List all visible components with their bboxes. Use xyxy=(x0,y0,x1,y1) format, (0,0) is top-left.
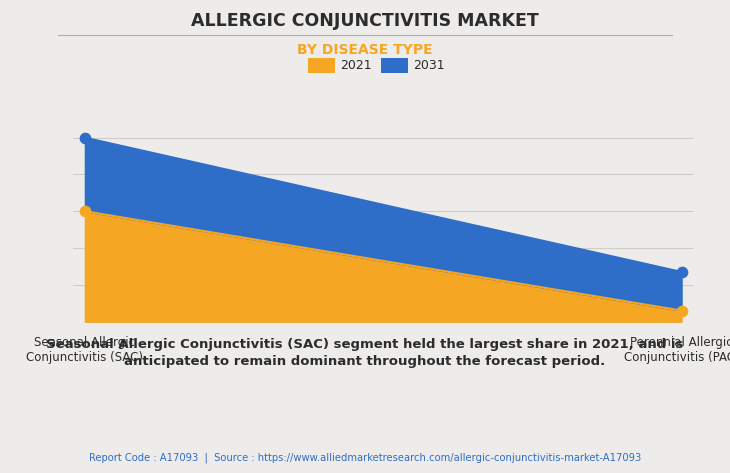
Text: 2021: 2021 xyxy=(340,59,372,72)
Text: 2031: 2031 xyxy=(413,59,445,72)
Text: ALLERGIC CONJUNCTIVITIS MARKET: ALLERGIC CONJUNCTIVITIS MARKET xyxy=(191,12,539,30)
Text: Seasonal Allergic Conjunctivitis (SAC) segment held the largest share in 2021, a: Seasonal Allergic Conjunctivitis (SAC) s… xyxy=(46,338,684,368)
Point xyxy=(676,268,688,276)
Point xyxy=(676,307,688,315)
Point xyxy=(79,134,91,141)
Point xyxy=(79,208,91,215)
Text: BY DISEASE TYPE: BY DISEASE TYPE xyxy=(297,43,433,57)
Text: Report Code : A17093  |  Source : https://www.alliedmarketresearch.com/allergic-: Report Code : A17093 | Source : https://… xyxy=(89,452,641,463)
